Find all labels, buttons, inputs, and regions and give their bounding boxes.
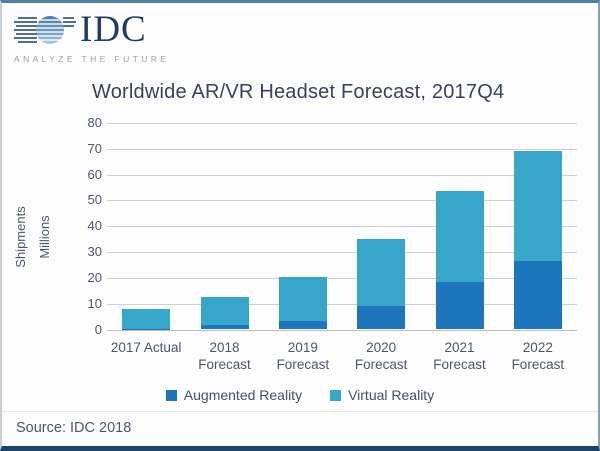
gridline bbox=[107, 200, 577, 202]
legend-item: Augmented Reality bbox=[165, 387, 303, 403]
idc-logo-tagline: ANALYZE THE FUTURE bbox=[14, 54, 170, 64]
gridline bbox=[107, 277, 577, 279]
bar-segment-vr bbox=[357, 239, 406, 307]
bar-segment-vr bbox=[200, 297, 249, 325]
y-tick-label: 10 bbox=[87, 295, 102, 311]
gridline bbox=[107, 329, 577, 331]
legend-swatch bbox=[165, 389, 177, 401]
chart-legend: Augmented Reality Virtual Reality bbox=[2, 387, 598, 403]
y-tick-label: 30 bbox=[87, 244, 102, 260]
bar-segment-ar bbox=[122, 328, 171, 330]
legend-label: Virtual Reality bbox=[348, 387, 435, 403]
idc-logo: IDC ANALYZE THE FUTURE bbox=[14, 11, 174, 64]
x-tick-label: 2017 Actual bbox=[110, 340, 182, 355]
y-tick-label: 80 bbox=[87, 115, 102, 130]
bar-segment-ar bbox=[278, 321, 327, 330]
bar-segment-ar bbox=[200, 324, 249, 330]
y-tick-label: 20 bbox=[87, 269, 102, 285]
x-tick-label: 2018 Forecast bbox=[198, 340, 251, 372]
y-tick-label: 60 bbox=[87, 166, 102, 182]
gridline bbox=[107, 226, 577, 228]
gridline bbox=[107, 123, 577, 124]
y-tick-label: 50 bbox=[87, 192, 102, 208]
legend-item: Virtual Reality bbox=[330, 387, 434, 403]
bar-segment-ar bbox=[435, 281, 484, 330]
y-tick-label: 70 bbox=[87, 140, 102, 156]
bar-segment-vr bbox=[513, 151, 562, 262]
bar-segment-ar bbox=[357, 306, 406, 330]
y-tick-label: 40 bbox=[87, 218, 102, 234]
gridline bbox=[107, 174, 577, 176]
gridline bbox=[107, 303, 577, 305]
bar-segment-vr bbox=[278, 276, 327, 322]
idc-logo-wordmark: IDC bbox=[80, 9, 147, 50]
source-note: Source: IDC 2018 bbox=[16, 420, 132, 436]
bar-segment-vr bbox=[435, 191, 484, 282]
gridline bbox=[107, 148, 577, 150]
footer-divider bbox=[2, 411, 598, 412]
x-tick-label: 2021 Forecast bbox=[433, 340, 486, 372]
legend-swatch bbox=[330, 389, 342, 401]
bar-segment-ar bbox=[513, 261, 562, 330]
bar-segment-vr bbox=[122, 308, 171, 329]
gridline bbox=[107, 252, 577, 254]
chart-title: Worldwide AR/VR Headset Forecast, 2017Q4 bbox=[92, 81, 505, 103]
x-tick-label: 2020 Forecast bbox=[354, 340, 408, 372]
x-tick-label: 2022 Forecast bbox=[511, 340, 565, 372]
idc-globe-icon bbox=[14, 16, 76, 44]
x-tick-label: 2019 Forecast bbox=[276, 340, 330, 372]
plot-area: 0 10 20 30 40 50 60 70 80 2017 Actual 2018 Forecast… bbox=[2, 3, 598, 446]
y-tick-label: 0 bbox=[94, 321, 102, 337]
legend-label: Augmented Reality bbox=[183, 387, 303, 403]
